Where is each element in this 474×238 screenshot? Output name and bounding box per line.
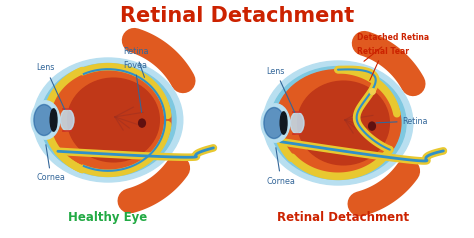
Text: Fovea: Fovea bbox=[123, 60, 147, 112]
Ellipse shape bbox=[275, 70, 401, 176]
Ellipse shape bbox=[261, 104, 290, 142]
Text: Cornea: Cornea bbox=[266, 148, 295, 185]
Ellipse shape bbox=[31, 101, 60, 139]
Ellipse shape bbox=[34, 104, 55, 135]
Text: Retinal Detachment: Retinal Detachment bbox=[277, 211, 409, 224]
Ellipse shape bbox=[280, 112, 287, 134]
Ellipse shape bbox=[45, 67, 171, 173]
Ellipse shape bbox=[263, 61, 413, 185]
Text: Healthy Eye: Healthy Eye bbox=[68, 211, 147, 224]
Ellipse shape bbox=[369, 122, 375, 130]
Ellipse shape bbox=[33, 58, 183, 182]
Text: Retina: Retina bbox=[123, 48, 148, 77]
Ellipse shape bbox=[291, 112, 304, 134]
Ellipse shape bbox=[60, 109, 74, 131]
Ellipse shape bbox=[264, 108, 284, 139]
Text: Detached Retina: Detached Retina bbox=[357, 34, 429, 61]
Ellipse shape bbox=[67, 78, 159, 162]
Text: Lens: Lens bbox=[266, 66, 295, 113]
Text: Cornea: Cornea bbox=[36, 145, 65, 183]
Ellipse shape bbox=[138, 119, 146, 127]
Ellipse shape bbox=[298, 81, 389, 165]
Text: Retina: Retina bbox=[376, 116, 428, 125]
Text: Retinal Detachment: Retinal Detachment bbox=[120, 6, 354, 26]
Text: Lens: Lens bbox=[36, 64, 64, 109]
Text: Retinal Tear: Retinal Tear bbox=[357, 46, 409, 80]
Ellipse shape bbox=[270, 67, 406, 179]
Ellipse shape bbox=[50, 109, 57, 131]
Ellipse shape bbox=[40, 64, 176, 176]
